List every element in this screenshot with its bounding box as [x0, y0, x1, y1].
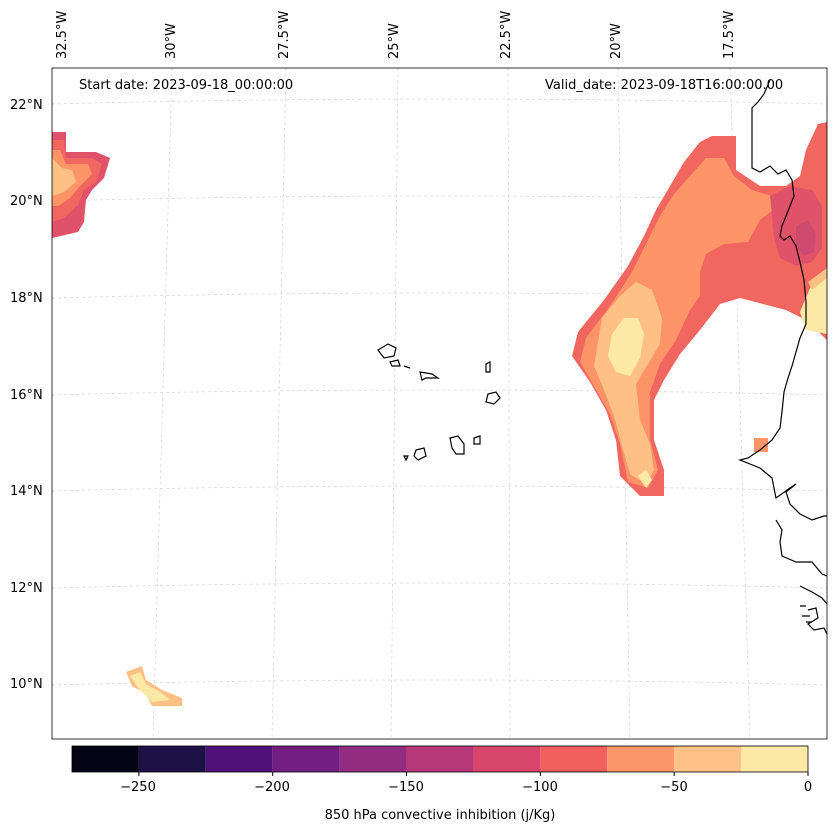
lat-label-16n: 16°N — [10, 388, 43, 403]
colorbar-segment — [138, 746, 206, 772]
valid-date-label: Valid_date: 2023-09-18T16:00:00.00 — [545, 78, 784, 93]
colorbar-segment — [607, 746, 675, 772]
colorbar-segment — [205, 746, 273, 772]
colorbar-tick-m100: −100 — [522, 780, 558, 795]
gridline-lat-22 — [51, 98, 828, 105]
gridline-lon-22.5 — [507, 67, 511, 740]
cin-patch-gambia — [754, 438, 768, 452]
lon-label-22.5w: 22.5°W — [499, 10, 514, 59]
colorbar-tick-m200: −200 — [254, 780, 290, 795]
island-maio — [473, 435, 481, 445]
gridline-lon-17.5 — [729, 67, 751, 740]
colorbar-border — [71, 745, 809, 773]
bissagos-islands — [800, 605, 812, 623]
gridline-lat-12 — [51, 582, 828, 589]
west-africa-coastline — [738, 79, 827, 521]
island-sao-vicente — [389, 359, 401, 367]
island-fogo — [413, 447, 427, 461]
lat-label-14n: 14°N — [10, 484, 43, 499]
cin-field — [52, 122, 827, 706]
cin-plume-core-south — [638, 470, 652, 488]
start-date-label: Start date: 2023-09-18_00:00:00 — [79, 78, 294, 93]
colorbar-tick-m50: −50 — [660, 780, 688, 795]
island-santo-antao — [377, 343, 397, 359]
island-boa-vista — [485, 391, 501, 405]
colorbar-segment — [339, 746, 407, 772]
lat-label-12n: 12°N — [10, 581, 43, 596]
cin-plume-peach — [594, 282, 662, 484]
colorbar-segment — [741, 746, 808, 772]
island-brava — [403, 455, 409, 462]
lat-label-22n: 22°N — [10, 98, 43, 113]
sierra-leone-coast — [807, 607, 828, 635]
colorbar-tick-m250: −250 — [120, 780, 156, 795]
lon-label-20w: 20°W — [609, 23, 624, 59]
graticule — [51, 67, 828, 740]
lat-label-10n: 10°N — [10, 677, 43, 692]
colorbar-segment — [674, 746, 742, 772]
island-sao-nicolau — [419, 371, 440, 381]
gridline-lat-20 — [51, 195, 828, 202]
colorbar-segment — [72, 746, 139, 772]
colorbar — [71, 745, 809, 776]
lon-label-30w: 30°W — [164, 23, 179, 59]
gridline-lat-10 — [51, 679, 828, 686]
gridline-lon-20 — [617, 67, 631, 740]
gridline-lat-14 — [51, 485, 828, 492]
cin-patch-coastal-peach — [808, 268, 827, 290]
colorbar-tick-m150: −150 — [388, 780, 424, 795]
island-santa-luzia — [403, 365, 411, 369]
island-sal — [485, 361, 491, 373]
coastlines — [377, 79, 828, 635]
colorbar-segment — [406, 746, 474, 772]
lat-label-20n: 20°N — [10, 194, 43, 209]
lon-label-32.5w: 32.5°W — [55, 10, 70, 59]
guinea-coast — [799, 585, 828, 605]
lat-label-18n: 18°N — [10, 291, 43, 306]
gridline-lon-25 — [390, 67, 399, 740]
gridline-lon-30 — [152, 67, 173, 740]
lon-label-17.5w: 17.5°W — [722, 10, 737, 59]
lon-label-25w: 25°W — [387, 23, 402, 59]
cin-plume-strongest — [796, 220, 816, 256]
cin-patch-coastal-core — [800, 276, 827, 334]
colorbar-title: 850 hPa convective inhibition (j/Kg) — [324, 808, 556, 823]
colorbar-segment — [473, 746, 541, 772]
cin-patch-southwest-core — [130, 672, 170, 702]
island-santiago — [449, 435, 465, 455]
cin-patch-northwest-core — [52, 158, 76, 196]
cin-plume-core — [608, 318, 644, 376]
lon-label-27.5w: 27.5°W — [277, 10, 292, 59]
gridline-lat-18 — [51, 292, 828, 299]
colorbar-segment — [272, 746, 340, 772]
gridline-lon-27.5 — [271, 67, 287, 740]
colorbar-tick-0: 0 — [803, 780, 813, 795]
colorbar-segment — [540, 746, 608, 772]
guinea-bissau-coast — [775, 519, 828, 577]
map-axes-border — [51, 67, 828, 740]
